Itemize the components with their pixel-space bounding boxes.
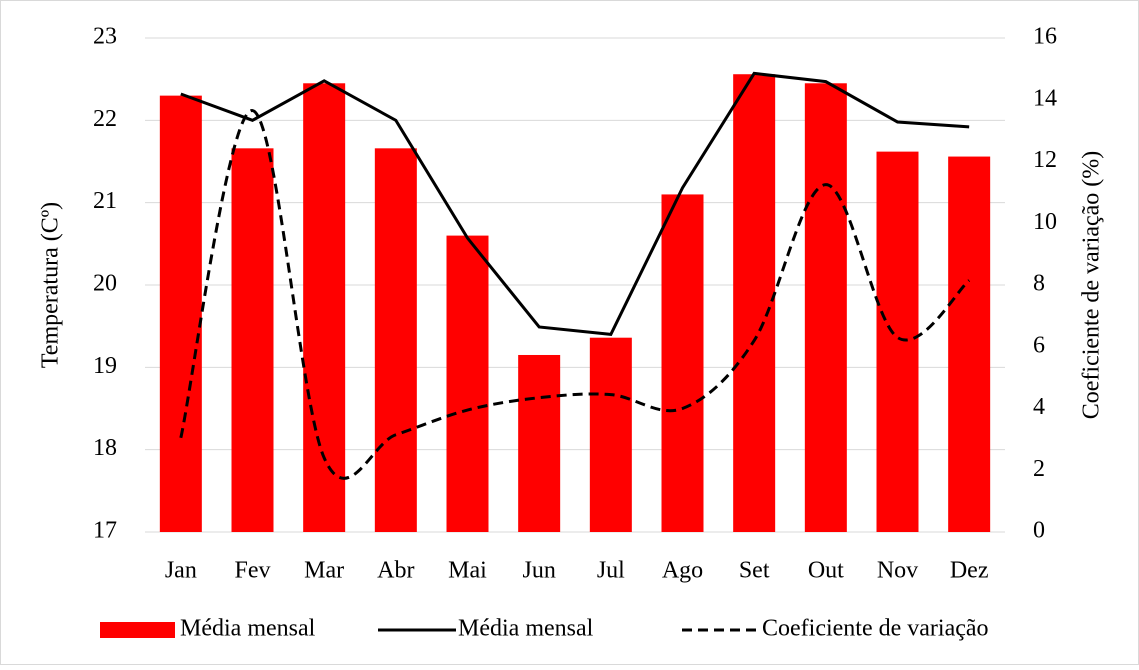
x-tick-label: Dez	[950, 558, 989, 584]
line	[180, 71, 970, 336]
y-tick-label: 20	[93, 271, 117, 297]
x-tick-label: Ago	[662, 558, 703, 584]
y2-tick-label: 6	[1033, 332, 1045, 358]
legend-label: Coeficiente de variação	[762, 616, 989, 642]
y2-tick-label: 16	[1033, 24, 1057, 50]
y-tick-label: 18	[93, 435, 117, 461]
y2-tick-label: 2	[1033, 456, 1045, 482]
x-tick-label: Set	[739, 558, 770, 584]
legend-label: Média mensal	[458, 616, 594, 642]
bar	[661, 194, 704, 532]
x-tick-label: Mai	[448, 558, 487, 584]
x-tick-label: Nov	[877, 558, 918, 584]
y2-tick-label: 4	[1033, 394, 1045, 420]
y2-tick-label: 8	[1033, 271, 1045, 297]
y-tick-label: 23	[93, 24, 117, 50]
line	[179, 109, 971, 480]
x-tick-label: Jan	[165, 558, 197, 584]
legend-swatch	[100, 622, 175, 638]
legend-label: Média mensal	[180, 616, 316, 642]
y2-tick-label: 10	[1033, 209, 1057, 235]
x-tick-label: Jun	[522, 558, 555, 584]
x-tick-label: Mar	[304, 558, 344, 584]
bar	[518, 354, 561, 532]
x-tick-label: Jul	[597, 558, 625, 584]
y-tick-label: 19	[93, 353, 117, 379]
bar	[231, 148, 274, 532]
x-tick-label: Fev	[235, 558, 271, 584]
y-axis-label: Temperatura (Cº)	[38, 202, 64, 368]
y2-axis-label: Coeficiente de variação (%)	[1079, 151, 1105, 420]
bar	[159, 95, 202, 532]
y-tick-label: 17	[93, 518, 117, 544]
y2-tick-label: 0	[1033, 518, 1045, 544]
bar	[948, 156, 991, 532]
bar	[303, 83, 346, 533]
y-tick-label: 22	[93, 106, 117, 132]
bar	[446, 235, 489, 532]
y2-tick-label: 14	[1033, 85, 1057, 111]
bar	[374, 148, 417, 532]
x-tick-label: Out	[808, 558, 844, 584]
bar	[804, 83, 847, 533]
y-tick-label: 21	[93, 188, 117, 214]
bar	[733, 74, 776, 532]
y2-tick-label: 12	[1033, 147, 1057, 173]
bar	[876, 151, 919, 532]
x-tick-label: Abr	[377, 558, 414, 584]
bar	[589, 337, 632, 532]
